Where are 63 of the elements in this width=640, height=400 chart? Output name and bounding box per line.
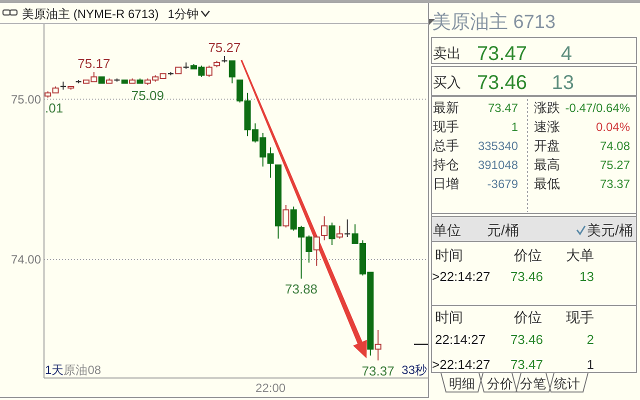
text: 2 — [586, 332, 594, 347]
text: 13 — [552, 72, 574, 94]
text: >22:14:27 — [432, 269, 490, 284]
text: 日增 — [433, 176, 459, 191]
text: 涨跌 — [534, 100, 560, 115]
text: 现手 — [433, 119, 459, 134]
text: 73.37 — [600, 177, 630, 191]
text: 1 — [511, 120, 518, 134]
text: 速涨 — [534, 119, 560, 134]
y-tick-label: 74.00 — [10, 252, 42, 266]
text: 4 — [560, 43, 572, 65]
text: 73.46 — [510, 269, 543, 284]
text: 73.46 — [510, 332, 543, 347]
text: 买入 — [433, 74, 461, 90]
text: 明细 — [449, 376, 475, 391]
text: 74.08 — [600, 139, 630, 153]
text: 美元/桶 — [587, 222, 633, 238]
text: 总手 — [432, 138, 459, 153]
text: 美原油主 6713 — [432, 11, 556, 33]
text: 分笔 — [520, 376, 546, 391]
text: 75.27 — [600, 158, 630, 172]
text: 33秒 — [402, 363, 427, 377]
text: 统计 — [554, 376, 580, 391]
text: -3679 — [487, 177, 518, 191]
y-tick-label: 75.00 — [10, 92, 42, 106]
text: 分价 — [487, 376, 513, 391]
annotation: 75.17 — [78, 56, 110, 72]
text: 单位 — [433, 222, 461, 238]
text: 价位 — [513, 247, 542, 263]
chart-subtitle: 1分钟 — [168, 7, 198, 21]
annotation: 原油08 — [64, 363, 102, 377]
text: -0.47/0.64% — [565, 101, 630, 115]
annotation: 1天 — [45, 363, 64, 377]
annotation: 75.27 — [208, 40, 241, 56]
text: 时间 — [435, 309, 463, 325]
text: 最新 — [433, 100, 459, 115]
text: 1 — [586, 357, 594, 372]
text: >22:14:27 — [432, 357, 490, 372]
text: 持仓 — [433, 157, 459, 172]
annotation: 75.09 — [131, 88, 164, 103]
text: 73.47 — [488, 101, 518, 115]
annotation: 73.88 — [285, 282, 318, 297]
text: 73.47 — [476, 43, 527, 65]
text: 开盘 — [534, 138, 560, 153]
chart-title: 美原油主 (NYME-R 6713) — [22, 7, 159, 21]
annotation: 73.37 — [362, 363, 394, 378]
text: 大单 — [566, 247, 594, 263]
text: 时间 — [435, 247, 463, 263]
annotation: .01 — [45, 100, 64, 116]
text: 391048 — [478, 158, 518, 172]
text: 价位 — [513, 309, 542, 325]
text: 卖出 — [433, 45, 461, 61]
text: 最高 — [534, 157, 560, 172]
text: 0.04% — [596, 120, 630, 134]
text: 73.46 — [476, 72, 527, 94]
text: 73.47 — [510, 357, 543, 372]
x-tick-label: 22:00 — [256, 381, 286, 395]
text: 22:14:27 — [435, 332, 486, 347]
text: 现手 — [566, 309, 594, 325]
text: 最低 — [534, 176, 560, 191]
text: 元/桶 — [487, 222, 519, 238]
text: 13 — [580, 269, 594, 284]
text: 335340 — [478, 139, 518, 153]
